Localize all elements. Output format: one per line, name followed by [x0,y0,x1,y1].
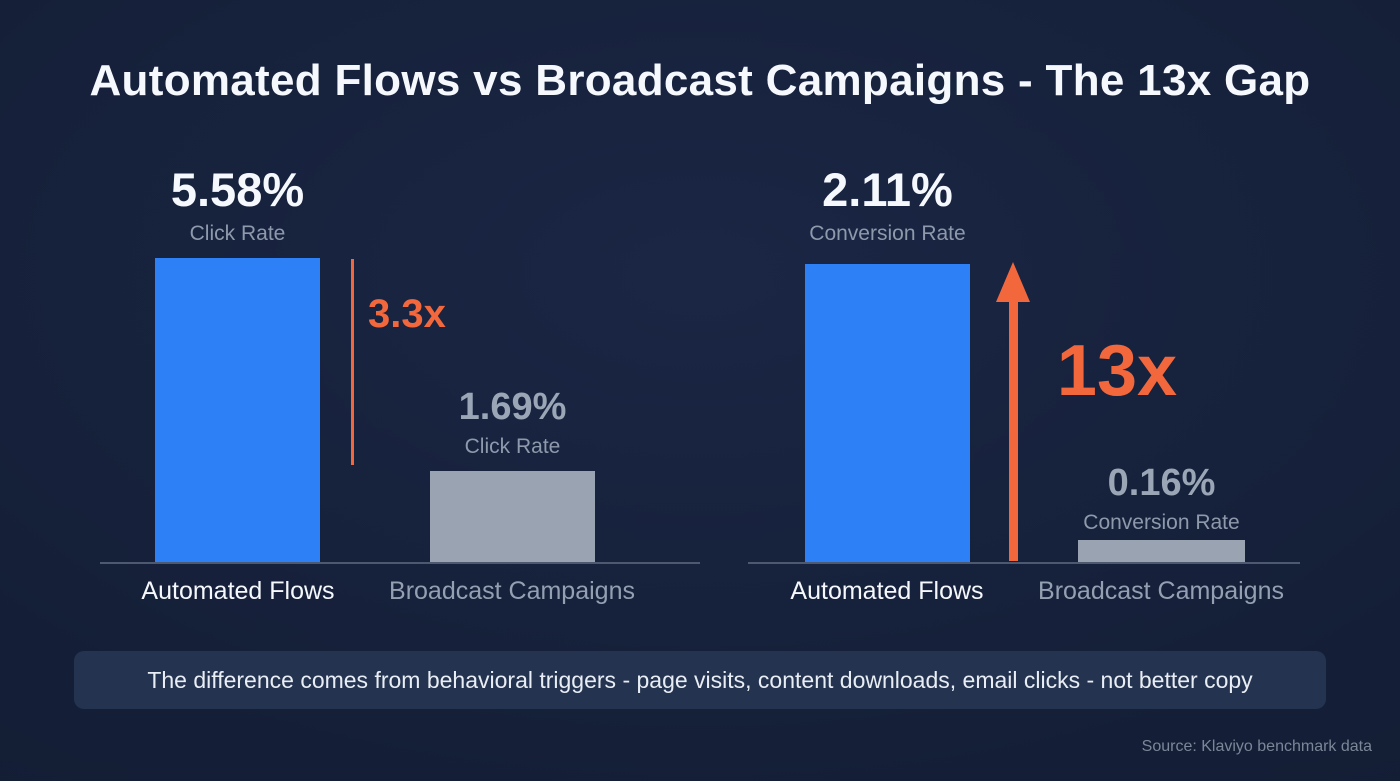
divider-line [351,259,354,465]
click-rate-flows-stat: 5.58% Click Rate [155,166,320,246]
x-axis-left [100,562,700,564]
category-label-automated-flows: Automated Flows [141,577,335,605]
x-axis-right [748,562,1300,564]
conversion-rate-campaigns-stat: 0.16% Conversion Rate [1070,464,1253,535]
click-rate-campaigns-stat: 1.69% Click Rate [425,388,600,459]
stat-value: 5.58% [170,163,305,216]
callout-banner: The difference comes from behavioral tri… [74,651,1326,709]
up-arrow-icon [1009,300,1018,561]
stat-value: 0.16% [1107,462,1216,504]
multiplier-label-conversion-rate: 13x [1056,331,1178,411]
category-label-automated-flows: Automated Flows [790,577,984,605]
bar-broadcast-campaigns-conversion-rate [1078,540,1245,563]
bar-automated-flows-click-rate [155,258,320,563]
source-text: Source: Klaviyo benchmark data [1141,738,1372,755]
conversion-rate-flows-stat: 2.11% Conversion Rate [805,166,970,246]
bar-automated-flows-conversion-rate [805,264,970,563]
stat-label: Conversion Rate [1083,511,1240,534]
stat-label: Conversion Rate [809,222,966,245]
stat-value: 2.11% [822,163,953,216]
stat-label: Click Rate [189,222,286,245]
callout-text: The difference comes from behavioral tri… [147,666,1253,693]
up-arrow-head-icon [996,262,1030,302]
page-title: Automated Flows vs Broadcast Campaigns -… [89,56,1311,105]
bar-broadcast-campaigns-click-rate [430,471,595,563]
category-label-broadcast-campaigns: Broadcast Campaigns [389,577,635,605]
stat-value: 1.69% [458,386,567,428]
category-label-broadcast-campaigns: Broadcast Campaigns [1038,577,1284,605]
multiplier-label-click-rate: 3.3x [368,292,446,336]
stat-label: Click Rate [464,435,561,458]
